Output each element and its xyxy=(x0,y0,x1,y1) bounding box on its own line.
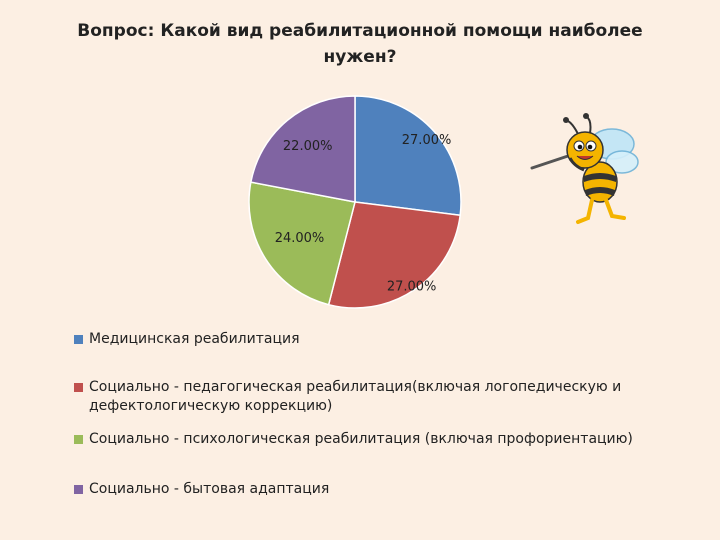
legend-swatch-household xyxy=(74,485,83,494)
data-label-household: 22.00% xyxy=(283,139,333,154)
pie-slice-medical xyxy=(354,95,462,217)
pie-slice-household xyxy=(250,95,356,203)
pie-slice-psychological xyxy=(248,181,356,306)
chart-title: Вопрос: Какой вид реабилитационной помощ… xyxy=(77,21,643,67)
pie-slice-pedagogical xyxy=(327,201,462,309)
legend-swatch-medical xyxy=(74,335,83,344)
legend-item-household: Социально - бытовая адаптация xyxy=(74,480,669,499)
legend-item-medical: Медицинская реабилитация xyxy=(74,330,669,349)
legend-label-household: Социально - бытовая адаптация xyxy=(89,481,330,497)
legend-label-psychological: Социально - психологическая реабилитация… xyxy=(89,431,633,447)
data-label-psychological: 24.00% xyxy=(275,231,325,246)
bee-icon xyxy=(530,113,639,224)
legend-label-medical: Медицинская реабилитация xyxy=(89,331,300,347)
legend-swatch-pedagogical xyxy=(74,383,83,392)
legend-item-pedagogical: Социально - педагогическая реабилитация(… xyxy=(74,378,669,416)
pie-chart: 27.00% 27.00% 24.00% 22.00% xyxy=(248,95,462,309)
legend-item-psychological: Социально - психологическая реабилитация… xyxy=(74,430,669,449)
data-label-pedagogical: 27.00% xyxy=(387,279,437,294)
legend-label-pedagogical: Социально - педагогическая реабилитация(… xyxy=(89,379,622,414)
data-label-medical: 27.00% xyxy=(402,133,452,148)
legend-swatch-psychological xyxy=(74,435,83,444)
